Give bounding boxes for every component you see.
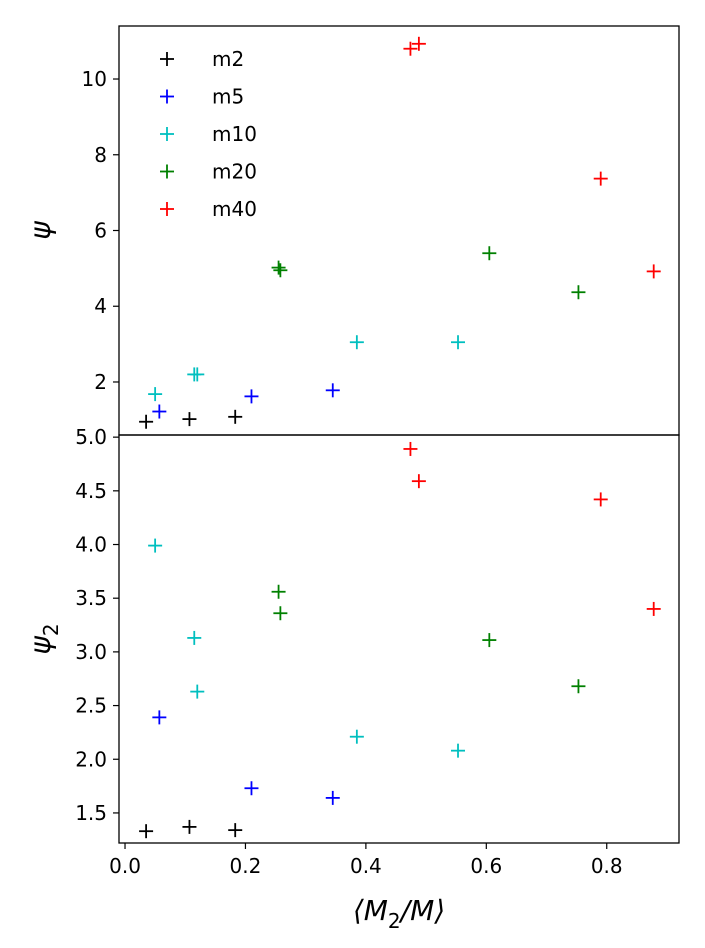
top-ytick-label: 2	[94, 370, 107, 394]
legend: m2 m5 m10 m20 m40	[160, 47, 257, 221]
legend-label-m20: m20	[212, 160, 257, 184]
bottom-point-m40	[403, 441, 418, 456]
legend-marker-m5	[160, 89, 174, 104]
top-ytick-label: 4	[94, 294, 107, 318]
top-point-m20	[571, 285, 586, 300]
top-point-m2	[139, 414, 154, 429]
bottom-point-m40	[593, 492, 608, 507]
bottom-point-m10	[190, 684, 205, 699]
bottom-ytick-label: 2.5	[75, 694, 107, 718]
bottom-ytick-label: 4.0	[75, 533, 107, 557]
bottom-ytick-label: 1.5	[75, 801, 107, 825]
bottom-point-m20	[571, 679, 586, 694]
legend-marker-m10	[160, 127, 174, 141]
legend-marker-m20	[160, 164, 174, 179]
bottom-point-m5	[244, 781, 259, 796]
x-axis: 0.0 0.2 0.4 0.6 0.8 ⟨M2/M⟩	[109, 843, 623, 933]
bottom-point-m20	[271, 584, 286, 599]
top-point-m5	[325, 383, 340, 398]
bottom-ytick-label: 5.0	[75, 425, 107, 449]
top-point-m40	[593, 171, 608, 186]
top-point-m40	[411, 36, 426, 51]
xtick-label: 0.8	[591, 854, 623, 878]
top-panel: 2 4 6 8 10 ψ	[24, 25, 680, 436]
bottom-point-m10	[187, 630, 202, 645]
top-ytick-label: 6	[94, 219, 107, 243]
top-point-m5	[152, 404, 167, 419]
top-ytick-label: 10	[82, 67, 107, 91]
bottom-point-m2	[139, 824, 154, 839]
top-point-m40	[403, 41, 418, 56]
top-ytick-label: 8	[94, 143, 107, 167]
bottom-point-m10	[451, 743, 466, 758]
bottom-ytick-label: 2.0	[75, 747, 107, 771]
xtick-label: 0.0	[109, 854, 141, 878]
top-point-m10	[451, 335, 466, 350]
top-point-m20	[273, 263, 288, 278]
xtick-label: 0.2	[230, 854, 262, 878]
top-point-m2	[228, 409, 243, 424]
bottom-point-m10	[349, 729, 364, 744]
bottom-point-m20	[482, 633, 497, 648]
bottom-axes-frame	[118, 434, 680, 844]
xtick-label: 0.6	[470, 854, 502, 878]
legend-marker-m40	[160, 202, 174, 216]
legend-label-m40: m40	[212, 197, 257, 221]
bottom-point-m5	[325, 790, 340, 805]
bottom-point-m2	[228, 823, 243, 838]
x-axis-label: ⟨M2/M⟩	[353, 894, 445, 933]
bottom-ytick-label: 3.0	[75, 640, 107, 664]
bottom-point-m20	[273, 606, 288, 621]
xtick-label: 0.4	[350, 854, 382, 878]
bottom-point-m10	[148, 538, 163, 553]
bottom-ytick-label: 4.5	[75, 479, 107, 503]
top-point-m20	[482, 246, 497, 261]
legend-label-m10: m10	[212, 122, 257, 146]
legend-label-m2: m2	[212, 47, 244, 71]
top-point-m10	[349, 335, 364, 350]
top-point-m10	[148, 387, 163, 402]
bottom-point-m5	[152, 710, 167, 725]
top-y-axis-label: ψ	[24, 221, 57, 240]
bottom-point-m40	[411, 474, 426, 489]
top-point-m2	[182, 412, 197, 427]
bottom-ytick-label: 3.5	[75, 586, 107, 610]
bottom-y-axis-label: ψ2	[24, 623, 63, 654]
top-point-m10	[190, 367, 205, 382]
legend-label-m5: m5	[212, 85, 244, 109]
top-point-m40	[646, 264, 661, 279]
legend-marker-m2	[160, 52, 174, 66]
top-point-m5	[244, 389, 259, 404]
bottom-panel: 1.5 2.0 2.5 3.0 3.5 4.0 4.5 5.0 ψ2	[24, 425, 680, 844]
bottom-point-m40	[646, 601, 661, 616]
bottom-point-m2	[182, 819, 197, 834]
top-point-m20	[271, 260, 286, 275]
